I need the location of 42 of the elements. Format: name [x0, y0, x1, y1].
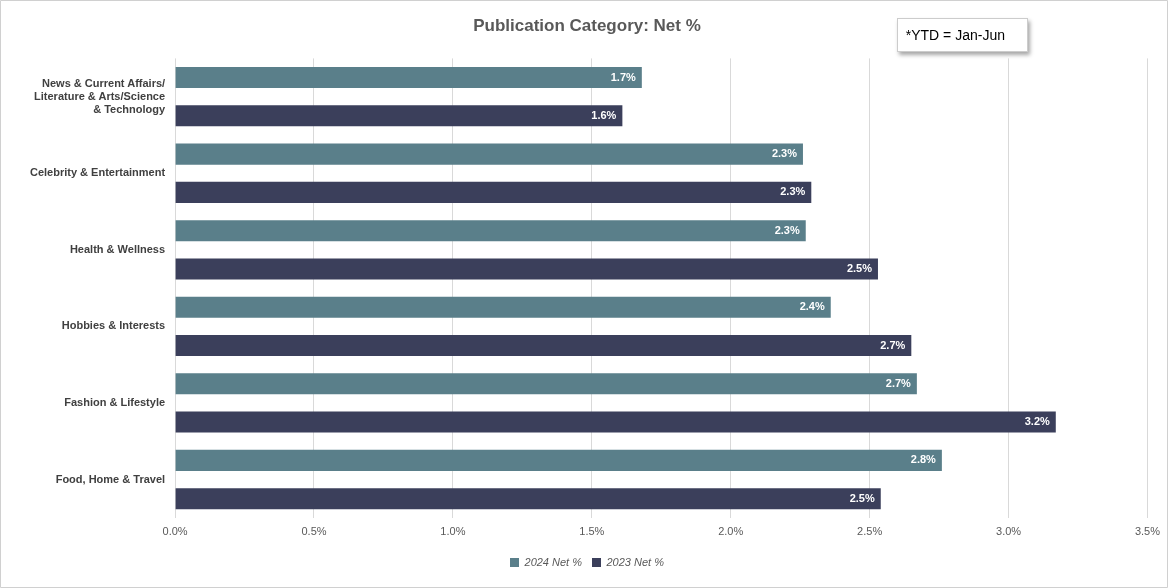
bar: [175, 373, 917, 395]
data-label: 1.6%: [591, 108, 617, 121]
y-tick-label: Fashion & Lifestyle: [64, 395, 166, 408]
bar: [175, 220, 806, 242]
bar: [175, 335, 912, 357]
x-tick-label: 2.5%: [857, 525, 883, 538]
data-label: 3.2%: [1024, 415, 1050, 428]
y-tick-label: Food, Home & Travel: [55, 472, 166, 485]
data-label: 2.5%: [846, 261, 873, 274]
data-label: 2.4%: [799, 300, 825, 313]
x-tick-label: 3.5%: [1134, 525, 1161, 538]
x-tick-label: 1.5%: [579, 525, 605, 538]
x-tick-label: 3.0%: [996, 525, 1022, 538]
data-label: 2.3%: [771, 147, 798, 160]
legend-label: 2024 Net %: [523, 555, 583, 568]
data-label: 2.5%: [849, 491, 875, 504]
data-label: 2.7%: [880, 338, 906, 351]
bar: [175, 488, 881, 510]
bar: [175, 105, 623, 127]
chart-title: Publication Category: Net %: [473, 15, 701, 35]
x-tick-label: 0.5%: [301, 525, 327, 538]
text: *YTD = Jan-Jun: [896, 18, 1028, 52]
bar: [175, 449, 942, 471]
data-label: 2.8%: [910, 453, 937, 466]
bar: [175, 296, 831, 318]
y-tick-label: News & Current Affairs/ Literature & Arts/Science & Technology: [34, 76, 166, 115]
y-tick-label: Health & Wellness: [69, 242, 166, 255]
bar: [175, 67, 642, 89]
x-tick-label: 0.0%: [162, 525, 188, 538]
data-label: 2.7%: [885, 376, 912, 389]
legend-label: 2023 Net %: [605, 555, 665, 568]
bar: [175, 143, 803, 165]
data-label: 2.3%: [780, 185, 806, 198]
bar: [175, 181, 812, 203]
bar: [175, 258, 878, 280]
y-tick-label: Hobbies & Interests: [61, 319, 166, 332]
x-tick-label: 2.0%: [718, 525, 744, 538]
data-label: 1.7%: [610, 70, 637, 83]
x-tick-label: 1.0%: [440, 525, 466, 538]
data-label: 2.3%: [774, 223, 800, 236]
bar: [175, 411, 1056, 433]
y-tick-label: Celebrity & Entertainment: [29, 166, 166, 179]
